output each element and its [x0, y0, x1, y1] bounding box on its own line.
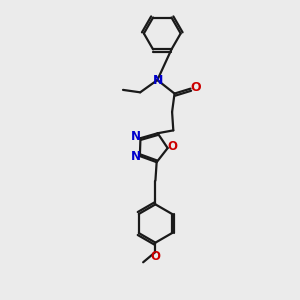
Text: O: O — [167, 140, 177, 153]
Text: N: N — [153, 74, 163, 87]
Text: O: O — [190, 81, 201, 94]
Text: N: N — [130, 150, 140, 163]
Text: O: O — [150, 250, 161, 263]
Text: N: N — [131, 130, 141, 143]
